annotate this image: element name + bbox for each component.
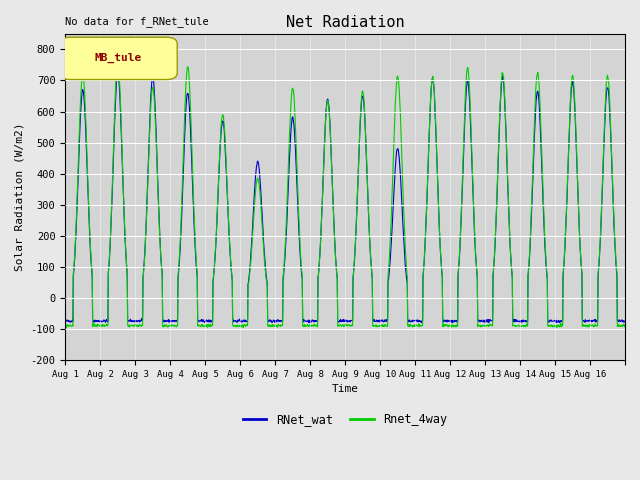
Legend: RNet_wat, Rnet_4way: RNet_wat, Rnet_4way	[238, 408, 452, 431]
RNet_wat	[449, 320, 456, 325]
Rnet_4way	[332, 246, 339, 252]
Rnet_4way	[239, 324, 247, 330]
Rnet_4way	[149, 85, 157, 91]
RNet_wat	[61, 318, 69, 324]
Rnet_4way	[321, 141, 328, 147]
Rnet_4way	[614, 323, 622, 329]
Y-axis label: Solar Radiation (W/m2): Solar Radiation (W/m2)	[15, 122, 25, 271]
Rnet_4way	[114, 59, 122, 64]
RNet_wat	[114, 70, 122, 75]
Rnet_4way	[621, 322, 629, 327]
Rnet_4way	[560, 263, 568, 269]
Rnet_4way	[478, 323, 486, 328]
Line: RNet_wat: RNet_wat	[65, 72, 625, 323]
Line: Rnet_4way: Rnet_4way	[65, 61, 625, 327]
Title: Net Radiation: Net Radiation	[286, 15, 404, 30]
FancyBboxPatch shape	[60, 37, 177, 80]
RNet_wat	[614, 318, 622, 324]
Text: No data for f_RNet_tule: No data for f_RNet_tule	[65, 16, 209, 27]
Text: MB_tule: MB_tule	[95, 53, 142, 63]
Rnet_4way	[61, 323, 69, 328]
X-axis label: Time: Time	[332, 384, 358, 394]
RNet_wat	[321, 148, 328, 154]
RNet_wat	[149, 75, 157, 81]
RNet_wat	[621, 319, 629, 325]
RNet_wat	[331, 239, 339, 244]
RNet_wat	[560, 264, 568, 270]
RNet_wat	[478, 318, 486, 324]
